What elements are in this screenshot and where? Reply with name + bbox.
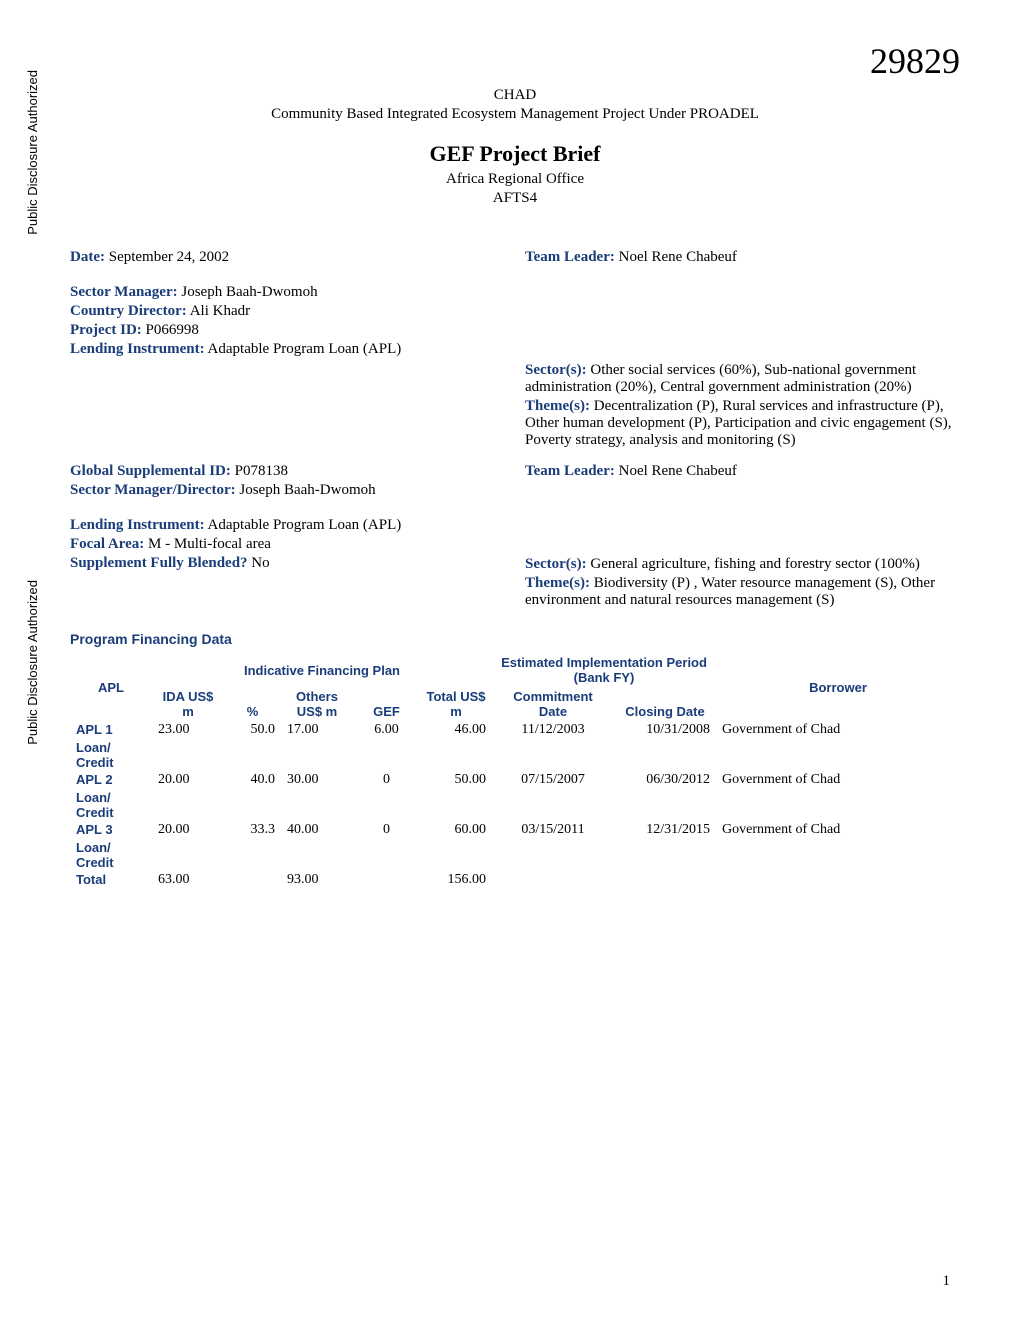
cell-borrower: Government of Chad [716, 821, 960, 839]
cell-gef: 0 [353, 771, 420, 789]
global-id-value: P078138 [235, 463, 288, 479]
metadata-block-2: Global Supplemental ID: P078138 Sector M… [70, 461, 960, 611]
total-ida: 63.00 [152, 871, 224, 889]
cell-others: 30.00 [281, 771, 353, 789]
financing-table: APL Indicative Financing Plan Estimated … [70, 653, 960, 889]
financing-section-title: Program Financing Data [70, 631, 960, 647]
metadata-block-1b: Sector(s): Other social services (60%), … [70, 360, 960, 451]
date-value: September 24, 2002 [109, 249, 229, 265]
col-estimated: Estimated Implementation Period (Bank FY… [492, 653, 716, 687]
sectors-label-2: Sector(s): [525, 556, 587, 572]
cell-gef: 0 [353, 821, 420, 839]
themes-label-1: Theme(s): [525, 398, 590, 414]
total-total: 156.00 [420, 871, 492, 889]
global-id-label: Global Supplemental ID: [70, 463, 231, 479]
sector-manager-value: Joseph Baah-Dwomoh [181, 284, 317, 300]
cell-pct: 40.0 [224, 771, 281, 789]
cell-ida: 23.00 [152, 721, 224, 739]
col-pct: % [224, 687, 281, 721]
supplement-blended-value: No [251, 555, 269, 571]
cell-pct: 50.0 [224, 721, 281, 739]
cell-commit: 03/15/2011 [492, 821, 614, 839]
country-director-value: Ali Khadr [190, 303, 250, 319]
cell-ida: 20.00 [152, 771, 224, 789]
lending-instrument-label-2: Lending Instrument: [70, 517, 205, 533]
col-apl: APL [70, 653, 152, 721]
country-director-label: Country Director: [70, 303, 187, 319]
themes-label-2: Theme(s): [525, 575, 590, 591]
lending-instrument-label: Lending Instrument: [70, 341, 205, 357]
total-others: 93.00 [281, 871, 353, 889]
unit-name: AFTS4 [70, 190, 960, 207]
cell-closing: 06/30/2012 [614, 771, 716, 789]
sectors-label-1: Sector(s): [525, 362, 587, 378]
document-title: GEF Project Brief [70, 141, 960, 167]
sector-manager-director-value: Joseph Baah-Dwomoh [239, 482, 375, 498]
team-leader-value-1: Noel Rene Chabeuf [619, 249, 737, 265]
cell-borrower: Government of Chad [716, 721, 960, 739]
supplement-blended-label: Supplement Fully Blended? [70, 555, 248, 571]
col-others: Others US$ m [281, 687, 353, 721]
metadata-block-1: Date: September 24, 2002 Sector Manager:… [70, 247, 960, 360]
cell-total: 46.00 [420, 721, 492, 739]
lending-instrument-value-2: Adaptable Program Loan (APL) [208, 517, 402, 533]
cell-commit: 07/15/2007 [492, 771, 614, 789]
sector-manager-label: Sector Manager: [70, 284, 178, 300]
row-label: APL 2 [70, 771, 152, 789]
row-sublabel: Loan/ Credit [70, 839, 152, 871]
document-number: 29829 [70, 40, 960, 82]
cell-others: 17.00 [281, 721, 353, 739]
project-id-label: Project ID: [70, 322, 142, 338]
col-indicative: Indicative Financing Plan [152, 653, 492, 687]
table-total-row: Total63.00 93.00 156.00 [70, 871, 960, 889]
cell-borrower: Government of Chad [716, 771, 960, 789]
row-sublabel: Loan/ Credit [70, 739, 152, 771]
focal-area-label: Focal Area: [70, 536, 144, 552]
col-total: Total US$ m [420, 687, 492, 721]
total-label: Total [70, 871, 152, 889]
row-label: APL 1 [70, 721, 152, 739]
row-label: APL 3 [70, 821, 152, 839]
table-row: APL 220.0040.030.00050.0007/15/200706/30… [70, 771, 960, 789]
page-number: 1 [943, 1273, 951, 1290]
sectors-value-2: General agriculture, fishing and forestr… [590, 556, 919, 572]
cell-ida: 20.00 [152, 821, 224, 839]
cell-closing: 12/31/2015 [614, 821, 716, 839]
country-name: CHAD [70, 87, 960, 104]
col-borrower: Borrower [716, 653, 960, 721]
col-ida: IDA US$ m [152, 687, 224, 721]
date-label: Date: [70, 249, 105, 265]
table-row: Loan/ Credit [70, 789, 960, 821]
table-row: APL 320.0033.340.00060.0003/15/201112/31… [70, 821, 960, 839]
team-leader-label-1: Team Leader: [525, 249, 615, 265]
col-gef: GEF [353, 687, 420, 721]
cell-gef: 6.00 [353, 721, 420, 739]
cell-pct: 33.3 [224, 821, 281, 839]
cell-others: 40.00 [281, 821, 353, 839]
team-leader-value-2: Noel Rene Chabeuf [619, 463, 737, 479]
cell-total: 60.00 [420, 821, 492, 839]
table-row: Loan/ Credit [70, 739, 960, 771]
lending-instrument-value: Adaptable Program Loan (APL) [208, 341, 402, 357]
page-content: 29829 CHAD Community Based Integrated Ec… [0, 0, 1020, 929]
table-row: Loan/ Credit [70, 839, 960, 871]
project-id-value: P066998 [146, 322, 199, 338]
sector-manager-director-label: Sector Manager/Director: [70, 482, 236, 498]
cell-total: 50.00 [420, 771, 492, 789]
row-sublabel: Loan/ Credit [70, 789, 152, 821]
project-subtitle: Community Based Integrated Ecosystem Man… [70, 106, 960, 123]
focal-area-value: M - Multi-focal area [148, 536, 271, 552]
header-block: CHAD Community Based Integrated Ecosyste… [70, 87, 960, 207]
col-commit: Commitment Date [492, 687, 614, 721]
team-leader-label-2: Team Leader: [525, 463, 615, 479]
table-row: APL 123.0050.017.006.0046.0011/12/200310… [70, 721, 960, 739]
cell-closing: 10/31/2008 [614, 721, 716, 739]
col-closing: Closing Date [614, 687, 716, 721]
cell-commit: 11/12/2003 [492, 721, 614, 739]
office-name: Africa Regional Office [70, 171, 960, 188]
